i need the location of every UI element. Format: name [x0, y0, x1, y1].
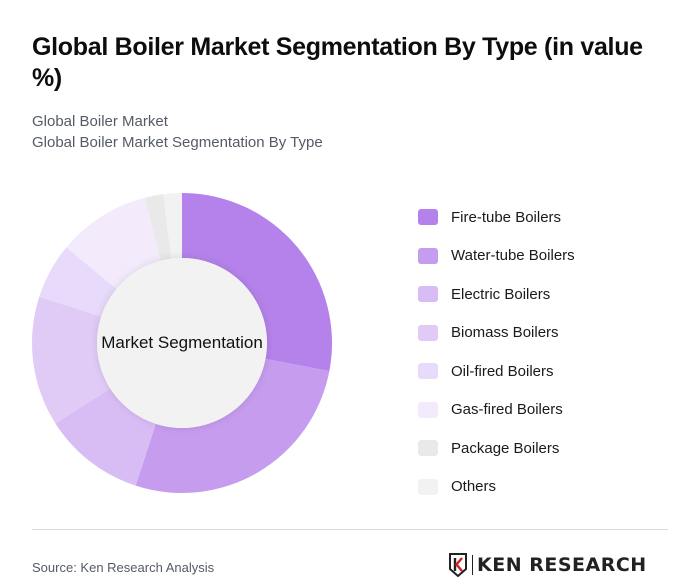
legend-item-oil-fired[interactable]: Oil-fired Boilers [418, 352, 575, 391]
legend-item-biomass[interactable]: Biomass Boilers [418, 314, 575, 353]
donut-slice[interactable] [135, 358, 330, 493]
donut-center-label: Market Segmentation [101, 333, 263, 352]
legend-swatch [418, 401, 438, 418]
source-note: Source: Ken Research Analysis [32, 560, 215, 575]
legend-label: Fire-tube Boilers [451, 208, 562, 226]
legend-item-gas-fired[interactable]: Gas-fired Boilers [418, 391, 575, 430]
donut-slice[interactable] [66, 197, 161, 289]
legend-swatch [418, 363, 438, 380]
legend-label: Water-tube Boilers [451, 247, 575, 265]
legend-swatch [418, 324, 438, 341]
legend-item-package[interactable]: Package Boilers [418, 429, 575, 468]
legend-item-others[interactable]: Others [418, 468, 575, 507]
chart-title: Global Boiler Market Segmentation By Typ… [32, 33, 643, 92]
legend-label: Package Boilers [451, 439, 560, 457]
legend-label: Biomass Boilers [451, 324, 559, 342]
legend-label: Others [451, 478, 497, 496]
legend-swatch [418, 247, 438, 264]
donut-slice[interactable] [39, 247, 117, 317]
donut-slice[interactable] [55, 388, 156, 486]
legend-label: Electric Boilers [451, 285, 551, 303]
logo-separator [472, 555, 473, 575]
subtitle-segmentation: Global Boiler Market Segmentation By Typ… [32, 134, 323, 151]
donut-slice[interactable] [163, 193, 182, 259]
footer-divider [32, 529, 668, 530]
donut-hole [97, 258, 267, 428]
legend-label: Oil-fired Boilers [451, 362, 554, 380]
donut-slice[interactable] [144, 194, 172, 261]
subtitle-market: Global Boiler Market [32, 113, 168, 130]
donut-slice[interactable] [32, 296, 111, 424]
legend-swatch [418, 440, 438, 457]
legend-item-electric[interactable]: Electric Boilers [418, 275, 575, 314]
legend-item-fire-tube[interactable]: Fire-tube Boilers [418, 198, 575, 237]
legend-label: Gas-fired Boilers [451, 401, 563, 419]
ken-research-logo-icon [449, 553, 467, 577]
legend: Fire-tube Boilers Water-tube Boilers Ele… [418, 198, 575, 506]
legend-item-water-tube[interactable]: Water-tube Boilers [418, 237, 575, 276]
donut-chart [32, 193, 332, 493]
ken-research-logo: KEN RESEARCH [448, 553, 647, 577]
logo-text: KEN RESEARCH [477, 554, 647, 576]
legend-swatch [418, 209, 438, 226]
legend-swatch [418, 478, 438, 495]
donut-slice[interactable] [182, 193, 332, 372]
legend-swatch [418, 286, 438, 303]
